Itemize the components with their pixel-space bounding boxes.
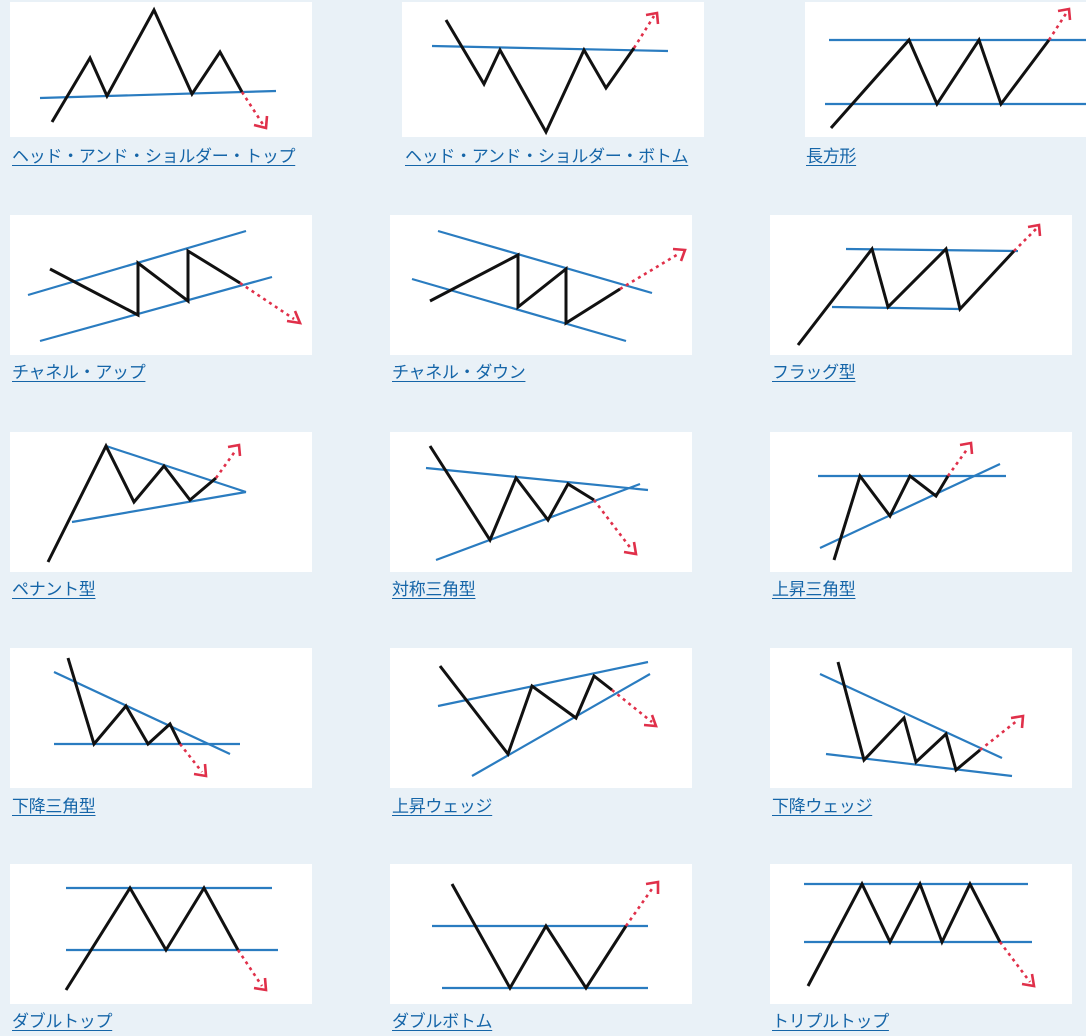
channel-up-icon[interactable] [10, 215, 312, 355]
descending-triangle-icon[interactable] [10, 648, 312, 788]
pennant-pattern-icon[interactable] [10, 432, 312, 572]
pattern-link-double-bottom[interactable]: ダブルボトム [392, 1012, 493, 1032]
ascending-triangle-icon[interactable] [770, 432, 1072, 572]
flag-pattern-icon[interactable] [770, 215, 1072, 355]
pattern-link-channel-down[interactable]: チャネル・ダウン [392, 363, 526, 383]
pattern-link-head-and-shoulders-bottom[interactable]: ヘッド・アンド・ショルダー・ボトム [405, 147, 689, 167]
double-bottom-icon[interactable] [390, 864, 692, 1004]
rising-wedge-icon[interactable] [390, 648, 692, 788]
symmetrical-triangle-icon[interactable] [390, 432, 692, 572]
pattern-link-triple-top[interactable]: トリプルトップ [772, 1012, 889, 1032]
pattern-link-rising-wedge[interactable]: 上昇ウェッジ [392, 797, 493, 817]
pattern-link-head-and-shoulders-top[interactable]: ヘッド・アンド・ショルダー・トップ [12, 147, 296, 167]
triple-top-icon[interactable] [770, 864, 1072, 1004]
pattern-link-symmetrical-triangle[interactable]: 対称三角型 [392, 580, 476, 600]
pattern-link-ascending-triangle[interactable]: 上昇三角型 [772, 580, 856, 600]
pattern-link-falling-wedge[interactable]: 下降ウェッジ [772, 797, 873, 817]
double-top-icon[interactable] [10, 864, 312, 1004]
pattern-link-descending-triangle[interactable]: 下降三角型 [12, 797, 96, 817]
pattern-link-channel-up[interactable]: チャネル・アップ [12, 363, 146, 383]
pattern-link-double-top[interactable]: ダブルトップ [12, 1012, 113, 1032]
head-and-shoulders-bottom-icon[interactable] [402, 2, 704, 137]
falling-wedge-icon[interactable] [770, 648, 1072, 788]
pattern-link-rectangle[interactable]: 長方形 [806, 147, 857, 167]
head-and-shoulders-top-icon[interactable] [10, 2, 312, 137]
pattern-link-pennant[interactable]: ペナント型 [12, 580, 96, 600]
pattern-link-flag[interactable]: フラッグ型 [772, 363, 856, 383]
rectangle-pattern-icon[interactable] [805, 2, 1086, 137]
channel-down-icon[interactable] [390, 215, 692, 355]
